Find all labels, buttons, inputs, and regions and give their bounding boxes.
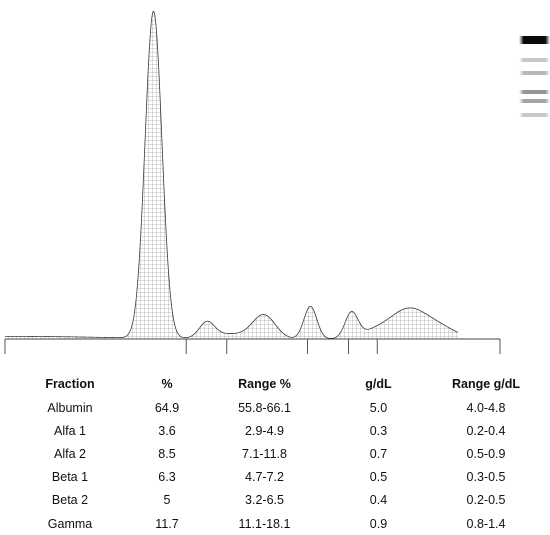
gel-lane <box>519 0 550 130</box>
fraction-range-gdl: 0.3-0.5 <box>466 470 506 485</box>
fraction-percent: 64.9 <box>154 400 180 415</box>
fraction-range-percent: 55.8-66.1 <box>238 400 291 415</box>
fraction-percent: 5 <box>163 493 171 508</box>
header-fraction: Fraction <box>45 377 95 391</box>
header-gdl: g/dL <box>365 377 392 391</box>
fraction-gdl: 0.4 <box>369 493 388 508</box>
header-range-gdl: Range g/dL <box>451 377 521 391</box>
fraction-gdl: 0.3 <box>369 423 388 438</box>
table-row: Alfa 1 3.6 2.9-4.9 0.3 0.2-0.4 <box>0 419 550 442</box>
fraction-range-percent: 7.1-11.8 <box>242 446 287 461</box>
fraction-range-gdl: 0.8-1.4 <box>466 516 506 531</box>
fraction-range-gdl: 0.2-0.5 <box>466 493 506 508</box>
table-row: Albumin 64.9 55.8-66.1 5.0 4.0-4.8 <box>0 396 550 419</box>
protein-curve-area <box>5 11 458 339</box>
table-row: Gamma 11.7 11.1-18.1 0.9 0.8-1.4 <box>0 512 550 535</box>
table-header-row: Fraction % Range % g/dL Range g/dL <box>0 372 550 396</box>
fraction-range-percent: 2.9-4.9 <box>245 423 284 438</box>
fraction-range-percent: 4.7-7.2 <box>245 470 284 485</box>
fraction-range-gdl: 4.0-4.8 <box>466 400 506 415</box>
fraction-range-gdl: 0.2-0.4 <box>466 423 506 438</box>
protein-curve-outline <box>5 11 459 339</box>
fraction-gdl: 0.5 <box>369 470 388 485</box>
header-range-percent: Range % <box>238 377 291 391</box>
fraction-name: Albumin <box>47 400 93 415</box>
fraction-boundary-ticks <box>4 339 501 354</box>
fraction-table: Fraction % Range % g/dL Range g/dL Album… <box>0 372 550 535</box>
fraction-name: Alfa 2 <box>54 446 86 461</box>
fraction-range-gdl: 0.5-0.9 <box>466 446 506 461</box>
fraction-percent: 6.3 <box>158 470 176 485</box>
fraction-name: Beta 1 <box>51 470 89 485</box>
fraction-range-percent: 3.2-6.5 <box>245 493 284 508</box>
fraction-percent: 3.6 <box>158 423 176 438</box>
fraction-gdl: 0.7 <box>369 446 388 461</box>
fraction-name: Beta 2 <box>51 493 89 508</box>
fraction-name: Alfa 1 <box>54 423 86 438</box>
fraction-percent: 11.7 <box>155 516 179 531</box>
table-row: Beta 1 6.3 4.7-7.2 0.5 0.3-0.5 <box>0 466 550 489</box>
fraction-percent: 8.5 <box>158 446 176 461</box>
header-percent: % <box>161 377 173 391</box>
table-row: Beta 2 5 3.2-6.5 0.4 0.2-0.5 <box>0 489 550 512</box>
fraction-name: Gamma <box>47 516 93 531</box>
fraction-gdl: 5.0 <box>369 400 388 415</box>
table-row: Alfa 2 8.5 7.1-11.8 0.7 0.5-0.9 <box>0 442 550 465</box>
densitometry-chart <box>4 11 501 354</box>
fraction-gdl: 0.9 <box>369 516 388 531</box>
fraction-range-percent: 11.1-18.1 <box>238 516 291 531</box>
